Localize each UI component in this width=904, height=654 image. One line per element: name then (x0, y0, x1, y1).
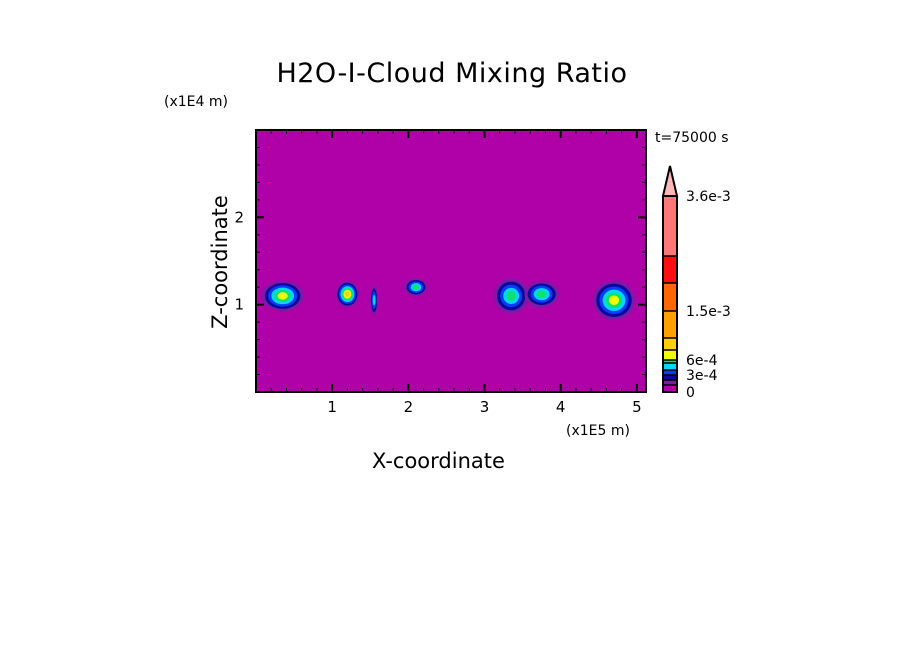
colorbar-label: 3.6e-3 (686, 189, 731, 205)
colorbar-label: 6e-4 (686, 353, 718, 369)
colorbar-band (663, 256, 677, 283)
colorbar-band (663, 363, 677, 370)
colorbar-band (663, 370, 677, 375)
x-tick-label: 2 (404, 398, 414, 416)
chart-title: H2O-I-Cloud Mixing Ratio (276, 58, 628, 89)
time-label: t=75000 s (655, 130, 729, 146)
colorbar-band (663, 360, 677, 363)
colorbar-band (663, 350, 677, 360)
plot-background (256, 130, 646, 392)
cloud-feature-0-level-6 (277, 292, 288, 300)
x-tick-label: 5 (632, 398, 642, 416)
colorbar-label: 0 (686, 385, 695, 401)
cloud-feature-6-level-6 (608, 295, 620, 306)
colorbar-band (663, 196, 677, 256)
y-axis-unit: (x1E4 m) (164, 94, 228, 110)
cloud-feature-5-level-5 (536, 290, 547, 298)
colorbar-band (663, 385, 677, 392)
cloud-feature-4-level-5 (506, 290, 517, 301)
y-tick-label: 2 (234, 208, 244, 226)
colorbar-band (663, 311, 677, 338)
cloud-feature-2-level-4 (372, 294, 376, 306)
x-tick-label: 4 (556, 398, 566, 416)
x-axis-label: X-coordinate (372, 449, 505, 473)
cloud-feature-1-level-7 (345, 291, 350, 297)
colorbar-band (663, 380, 677, 385)
colorbar-label: 1.5e-3 (686, 304, 731, 320)
y-tick-label: 1 (234, 296, 244, 314)
cloud-feature-3-level-5 (412, 284, 420, 290)
colorbar-band (663, 338, 677, 350)
x-tick-label: 3 (480, 398, 490, 416)
colorbar-label: 3e-4 (686, 368, 718, 384)
plot-frame (255, 129, 647, 393)
colorbar-extend-arrow (661, 165, 679, 197)
colorbar-band (663, 375, 677, 380)
x-tick-label: 1 (327, 398, 337, 416)
x-axis-unit: (x1E5 m) (566, 423, 630, 439)
colorbar-band (663, 283, 677, 311)
